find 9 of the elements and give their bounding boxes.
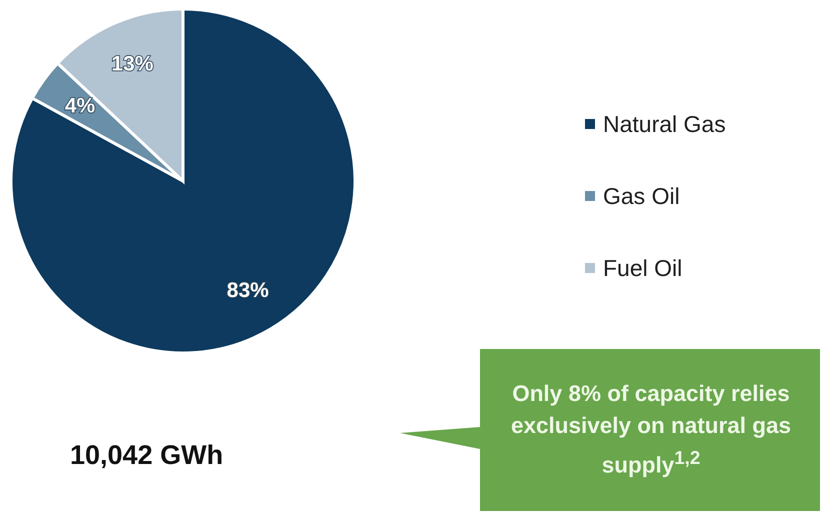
text: Only 8% of capacity relies exclusively on natural gas supply$^{1,2}$ xyxy=(510,380,792,480)
pie-slice xyxy=(10,8,356,354)
legend-label: Natural Gas xyxy=(603,110,726,138)
data-label: 83% xyxy=(226,279,270,302)
data-label: 13% xyxy=(111,52,154,76)
text: 10,042 GWh xyxy=(70,440,224,471)
legend-label: Fuel Oil xyxy=(603,254,682,282)
legend-label: Gas Oil xyxy=(603,182,680,210)
data-label: 4% xyxy=(64,94,96,118)
